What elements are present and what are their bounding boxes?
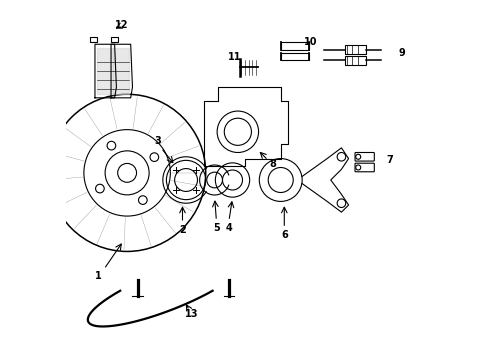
Text: 3: 3 <box>154 136 161 146</box>
Text: 5: 5 <box>213 223 220 233</box>
Bar <box>281 53 309 60</box>
Text: 2: 2 <box>179 225 186 235</box>
Text: 7: 7 <box>386 156 393 165</box>
Text: 10: 10 <box>304 37 318 48</box>
Text: 12: 12 <box>115 19 128 30</box>
Text: 4: 4 <box>225 223 232 233</box>
Bar <box>345 56 367 64</box>
Bar <box>281 42 309 50</box>
Bar <box>111 37 118 42</box>
Bar <box>90 37 97 42</box>
Text: 9: 9 <box>399 48 406 58</box>
Text: 1: 1 <box>95 271 102 282</box>
Text: 13: 13 <box>185 309 198 319</box>
Text: 11: 11 <box>227 52 241 62</box>
Bar <box>345 45 367 54</box>
Text: 6: 6 <box>281 230 288 240</box>
Text: 8: 8 <box>270 159 276 169</box>
